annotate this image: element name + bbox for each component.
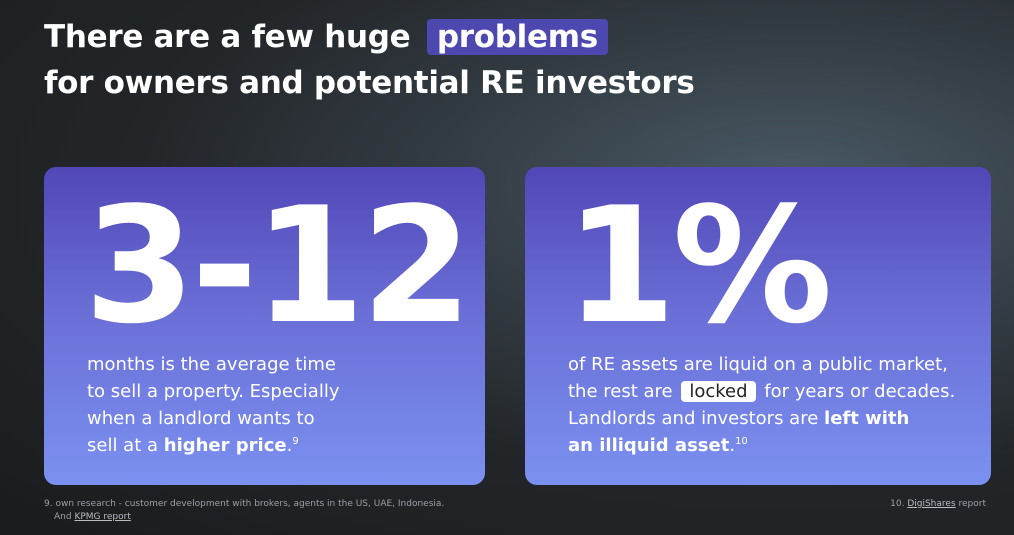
- stat-value: 3-12: [84, 172, 472, 359]
- footnote-left: 9. own research - customer development w…: [44, 499, 445, 522]
- footnote-right: 10. DigiShares report: [890, 499, 986, 509]
- stat-card-selling-time: 3-12 months is the average time to sell …: [44, 167, 485, 485]
- emphasis-text: higher price: [163, 435, 287, 456]
- stat-card-liquidity: 1% of RE assets are liquid on a public m…: [525, 167, 991, 485]
- emphasis-text: left with: [824, 408, 910, 429]
- locked-badge: locked: [681, 381, 756, 402]
- emphasis-text: an illiquid asset: [568, 435, 730, 456]
- footnote-ref: 9: [292, 436, 299, 447]
- title-line-1: There are a few huge problems: [44, 19, 608, 55]
- title-highlight: problems: [426, 19, 608, 55]
- footnote-ref: 10: [735, 436, 748, 447]
- digishares-link[interactable]: DigiShares: [907, 499, 956, 509]
- stat-description: months is the average time to sell a pro…: [87, 354, 340, 456]
- title-line-2: for owners and potential RE investors: [44, 65, 695, 101]
- stat-description: of RE assets are liquid on a public mark…: [568, 354, 956, 456]
- stat-value: 1%: [565, 172, 833, 359]
- slide-title: There are a few huge problems for owners…: [44, 14, 695, 106]
- kpmg-report-link[interactable]: KPMG report: [74, 512, 131, 522]
